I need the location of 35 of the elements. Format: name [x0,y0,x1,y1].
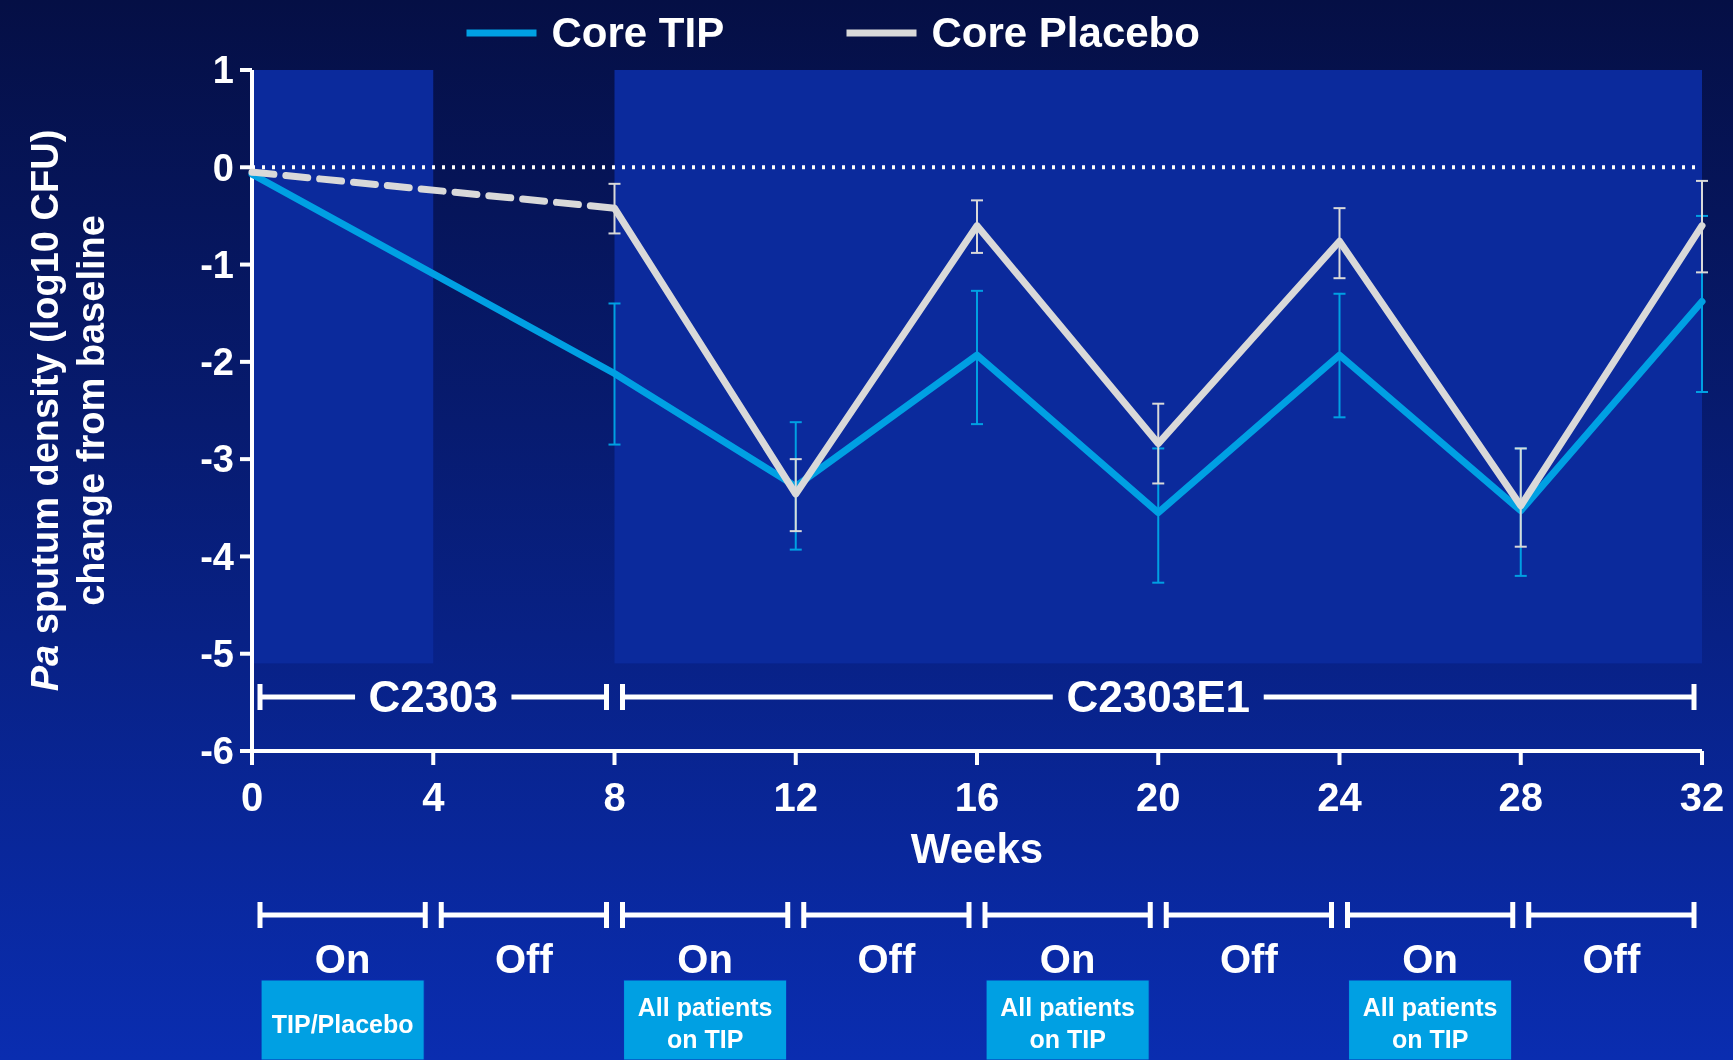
y-tick-label: -3 [200,438,234,481]
text: On [314,937,371,981]
y-tick-label: 1 [212,49,234,92]
annotation: C2303 [368,672,499,721]
legend-label: Core Placebo [931,9,1200,56]
y-tick-label: -5 [200,633,234,676]
text: On [1402,937,1458,981]
y-tick-label: -2 [200,341,234,384]
y-axis-title: Pa sputum density (log10 CFU) change from baseline [24,129,112,692]
text: All patients on TIP [1000,993,1135,1053]
x-tick-label: 24 [1317,775,1363,819]
y-tick-label: 0 [212,146,234,189]
x-axis-title: Weeks [910,825,1044,872]
text: On [677,937,733,981]
x-tick-label: 4 [422,775,446,819]
text: TIP/Placebo [271,1010,414,1038]
x-tick-label: 32 [1679,775,1725,819]
text: All patients on TIP [1362,993,1498,1053]
x-tick-label: 0 [240,775,264,819]
text: On [1039,937,1096,981]
x-tick-label: 28 [1498,775,1543,819]
annotation: C2303E1 [1066,672,1250,721]
legend-label: Core TIP [551,9,725,56]
text: Off [1582,937,1641,981]
y-tick-label: -6 [200,730,234,773]
text: Off [494,937,554,981]
x-tick-label: 20 [1136,775,1181,819]
x-tick-label: 8 [603,775,626,819]
y-tick-label: -1 [200,243,234,286]
x-tick-label: 16 [954,775,1000,819]
text: Off [857,937,916,981]
text: All patients on TIP [637,993,773,1053]
text: Off [1219,937,1279,981]
x-tick-label: 12 [773,775,818,819]
y-tick-label: -4 [200,535,234,578]
